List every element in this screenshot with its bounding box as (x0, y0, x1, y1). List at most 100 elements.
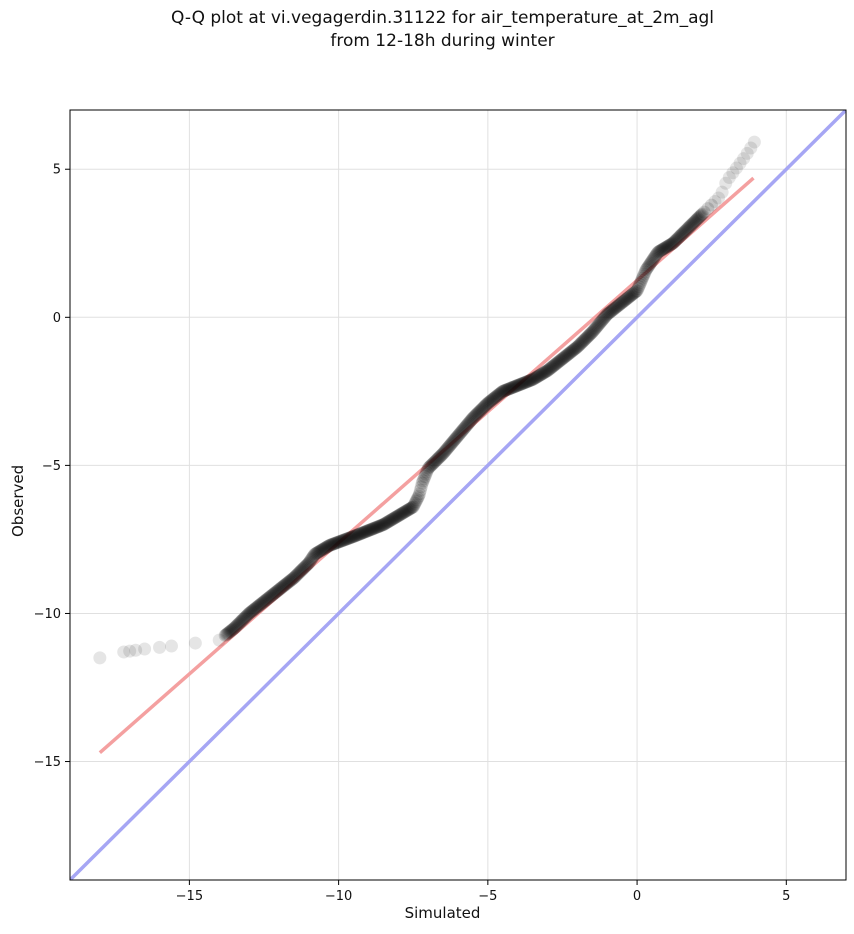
qq-point (379, 516, 393, 530)
qq-point (689, 213, 703, 227)
qq-point (619, 292, 633, 306)
qq-point (485, 393, 499, 407)
qq-point (287, 571, 301, 585)
qq-point (332, 535, 346, 549)
qq-point (712, 191, 726, 205)
qq-point (625, 288, 639, 302)
qq-point (407, 498, 421, 512)
qq-point (282, 575, 296, 589)
qq-point (405, 500, 419, 514)
x-axis-label: Simulated (404, 904, 481, 922)
qq-point (283, 574, 297, 588)
qq-point (533, 368, 547, 382)
qq-point (445, 436, 459, 450)
qq-point (504, 381, 518, 395)
qq-point (481, 396, 495, 410)
qq-point (719, 176, 733, 190)
qq-point (289, 569, 303, 583)
y-tick-label: −15 (34, 755, 61, 770)
qq-point (390, 509, 404, 523)
qq-point (349, 529, 363, 543)
qq-point (378, 516, 392, 530)
qq-point (397, 505, 411, 519)
qq-point (527, 372, 541, 386)
qq-point (482, 395, 496, 409)
qq-point (301, 556, 315, 570)
qq-point (591, 319, 605, 333)
qq-point (439, 443, 453, 457)
qq-point (588, 322, 602, 336)
qq-point (640, 262, 654, 276)
qq-point (330, 536, 344, 550)
qq-point (687, 215, 701, 229)
qq-point (595, 313, 609, 327)
qq-point (335, 534, 349, 548)
qq-point (443, 438, 457, 452)
qq-point (629, 284, 643, 298)
qq-point (376, 518, 390, 532)
qq-point (222, 626, 236, 640)
qq-point (375, 518, 389, 532)
qq-point (318, 541, 332, 555)
qq-point (267, 586, 281, 600)
qq-point (323, 538, 337, 552)
qq-point (464, 414, 478, 428)
qq-point (353, 527, 367, 541)
qq-point (615, 296, 629, 310)
qq-point (498, 383, 512, 397)
qq-point (514, 377, 528, 391)
y-tick-label: −10 (34, 607, 61, 622)
qq-point (321, 539, 335, 553)
qq-point (602, 306, 616, 320)
qq-point (524, 373, 538, 387)
qq-point (434, 449, 448, 463)
qq-point (678, 225, 692, 239)
qq-point (486, 392, 500, 406)
qq-point (603, 305, 617, 319)
qq-point (339, 532, 353, 546)
qq-point (244, 605, 258, 619)
qq-point (240, 609, 254, 623)
qq-point (404, 501, 418, 515)
qq-point (395, 506, 409, 520)
qq-point (422, 460, 436, 474)
qq-point (466, 411, 480, 425)
qq-point (655, 243, 669, 257)
qq-point (668, 234, 682, 248)
qq-point (359, 525, 373, 539)
qq-point (300, 558, 314, 572)
qq-point (265, 588, 279, 602)
qq-point (571, 339, 585, 353)
qq-point (537, 366, 551, 380)
qq-point (554, 353, 568, 367)
qq-point (304, 553, 318, 567)
qq-point (219, 628, 233, 642)
qq-point (631, 282, 645, 296)
qq-point (618, 294, 632, 308)
qq-point (421, 463, 435, 477)
qq-point (412, 487, 426, 501)
qq-point (598, 310, 612, 324)
qq-point (436, 447, 450, 461)
qq-point (370, 520, 384, 534)
qq-point (278, 578, 292, 592)
qq-point (411, 491, 425, 505)
qq-point (612, 298, 626, 312)
qq-point (637, 267, 651, 281)
qq-point (583, 328, 597, 342)
qq-point (474, 403, 488, 417)
qq-point (312, 545, 326, 559)
qq-point (123, 644, 137, 658)
qq-point (224, 624, 238, 638)
qq-point (641, 260, 655, 274)
qq-point (671, 231, 685, 245)
qq-point (256, 596, 270, 610)
qq-point (674, 228, 688, 242)
qq-point (618, 293, 632, 307)
qq-point (396, 506, 410, 520)
qq-point (659, 241, 673, 255)
qq-point (324, 538, 338, 552)
qq-point (420, 465, 434, 479)
qq-point (639, 263, 653, 277)
